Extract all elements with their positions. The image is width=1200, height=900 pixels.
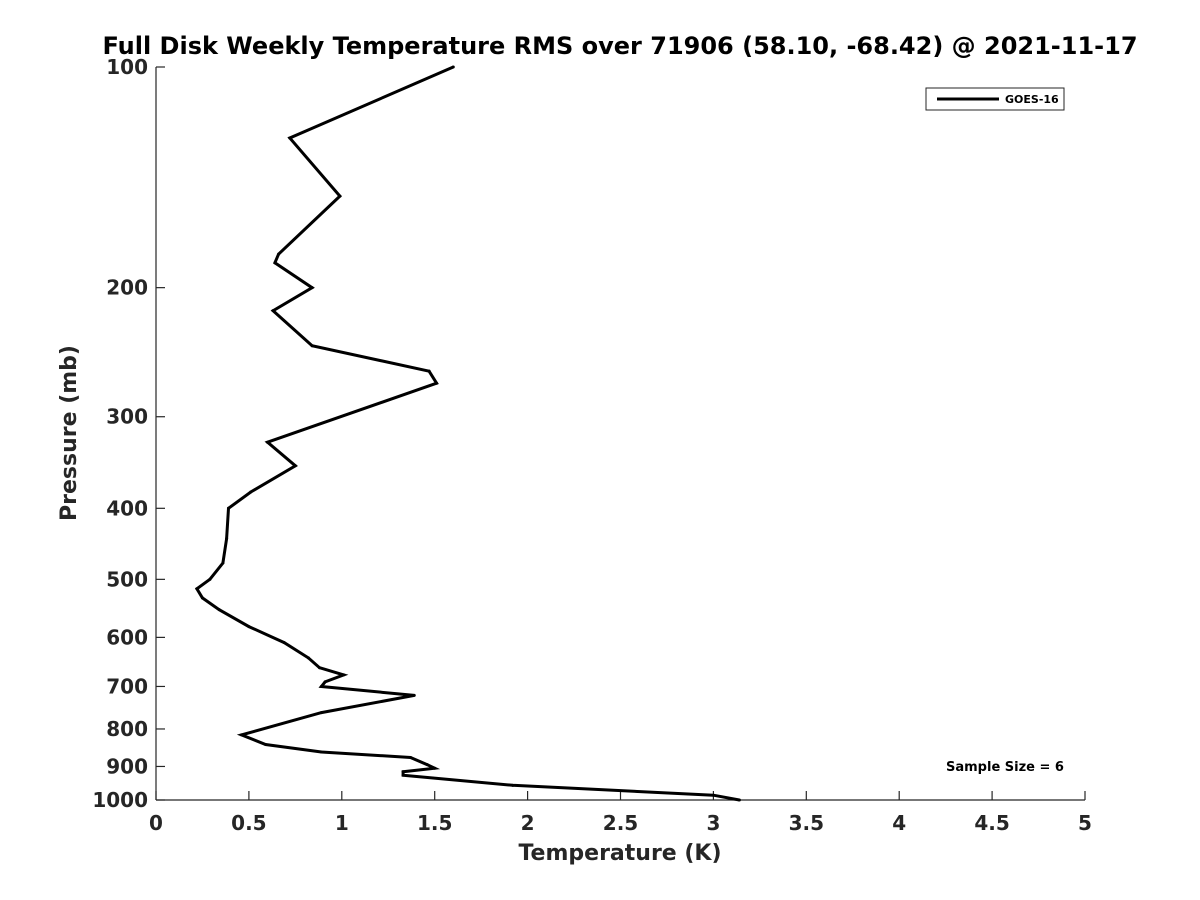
y-axis-label: Pressure (mb)	[57, 345, 82, 521]
x-ticks: 0 0.5 1 1.5 2 2.5 3 3.5 4 4.5 5	[149, 791, 1092, 835]
series-line-goes-16	[194, 65, 740, 802]
data-point	[293, 464, 297, 468]
x-tick-label: 4	[892, 811, 906, 835]
data-point	[323, 680, 327, 684]
series-points	[195, 65, 741, 802]
data-point	[435, 381, 439, 385]
data-point	[208, 577, 212, 581]
data-point	[306, 656, 310, 660]
x-axis-label: Temperature (K)	[518, 841, 721, 866]
x-tick-label: 2	[521, 811, 535, 835]
data-point	[264, 742, 268, 746]
data-point	[511, 783, 515, 787]
data-point	[401, 773, 405, 777]
data-point	[318, 666, 322, 670]
data-point	[310, 286, 314, 290]
x-tick-label: 5	[1078, 811, 1092, 835]
chart-title: Full Disk Weekly Temperature RMS over 71…	[102, 32, 1137, 60]
sample-size-annotation: Sample Size = 6	[946, 760, 1064, 775]
data-point	[310, 344, 314, 348]
data-point	[425, 763, 429, 767]
legend: GOES-16	[925, 87, 1065, 111]
data-point	[433, 766, 437, 770]
y-tick-label: 600	[106, 625, 148, 649]
data-point	[239, 733, 243, 737]
data-point	[200, 596, 204, 600]
y-tick-label: 300	[106, 405, 148, 429]
data-point	[342, 673, 346, 677]
y-tick-label: 700	[106, 674, 148, 698]
data-point	[247, 625, 251, 629]
x-tick-label: 3.5	[789, 811, 824, 835]
data-point	[217, 608, 221, 612]
data-point	[271, 309, 275, 313]
data-point	[225, 537, 229, 541]
y-ticks: 100 200 300 400 500 600 700 800 900 1000	[92, 55, 165, 812]
data-point	[412, 693, 416, 697]
data-point	[409, 755, 413, 759]
y-tick-label: 400	[106, 496, 148, 520]
data-point	[427, 369, 431, 373]
data-point	[265, 440, 269, 444]
data-point	[226, 506, 230, 510]
y-tick-label: 1000	[92, 788, 148, 812]
legend-entry-goes-16: GOES-16	[1005, 93, 1059, 106]
x-tick-label: 1.5	[417, 811, 452, 835]
data-point	[249, 490, 253, 494]
y-tick-label: 100	[106, 55, 148, 79]
y-tick-label: 900	[106, 754, 148, 778]
y-tick-label: 200	[106, 276, 148, 300]
data-point	[195, 587, 199, 591]
data-point	[737, 798, 741, 802]
x-tick-label: 0.5	[231, 811, 266, 835]
y-tick-label: 500	[106, 567, 148, 591]
data-point	[338, 194, 342, 198]
data-point	[319, 684, 323, 688]
x-tick-label: 0	[149, 811, 163, 835]
data-point	[282, 641, 286, 645]
data-point	[277, 252, 281, 256]
data-point	[273, 261, 277, 265]
data-point	[319, 750, 323, 754]
data-point	[451, 65, 455, 69]
y-tick-label: 800	[106, 717, 148, 741]
x-tick-label: 4.5	[974, 811, 1009, 835]
x-tick-label: 1	[335, 811, 349, 835]
x-tick-label: 2.5	[603, 811, 638, 835]
data-point	[221, 561, 225, 565]
data-point	[711, 793, 715, 797]
data-point	[401, 770, 405, 774]
x-tick-label: 3	[706, 811, 720, 835]
data-point	[319, 711, 323, 715]
data-point	[288, 136, 292, 140]
